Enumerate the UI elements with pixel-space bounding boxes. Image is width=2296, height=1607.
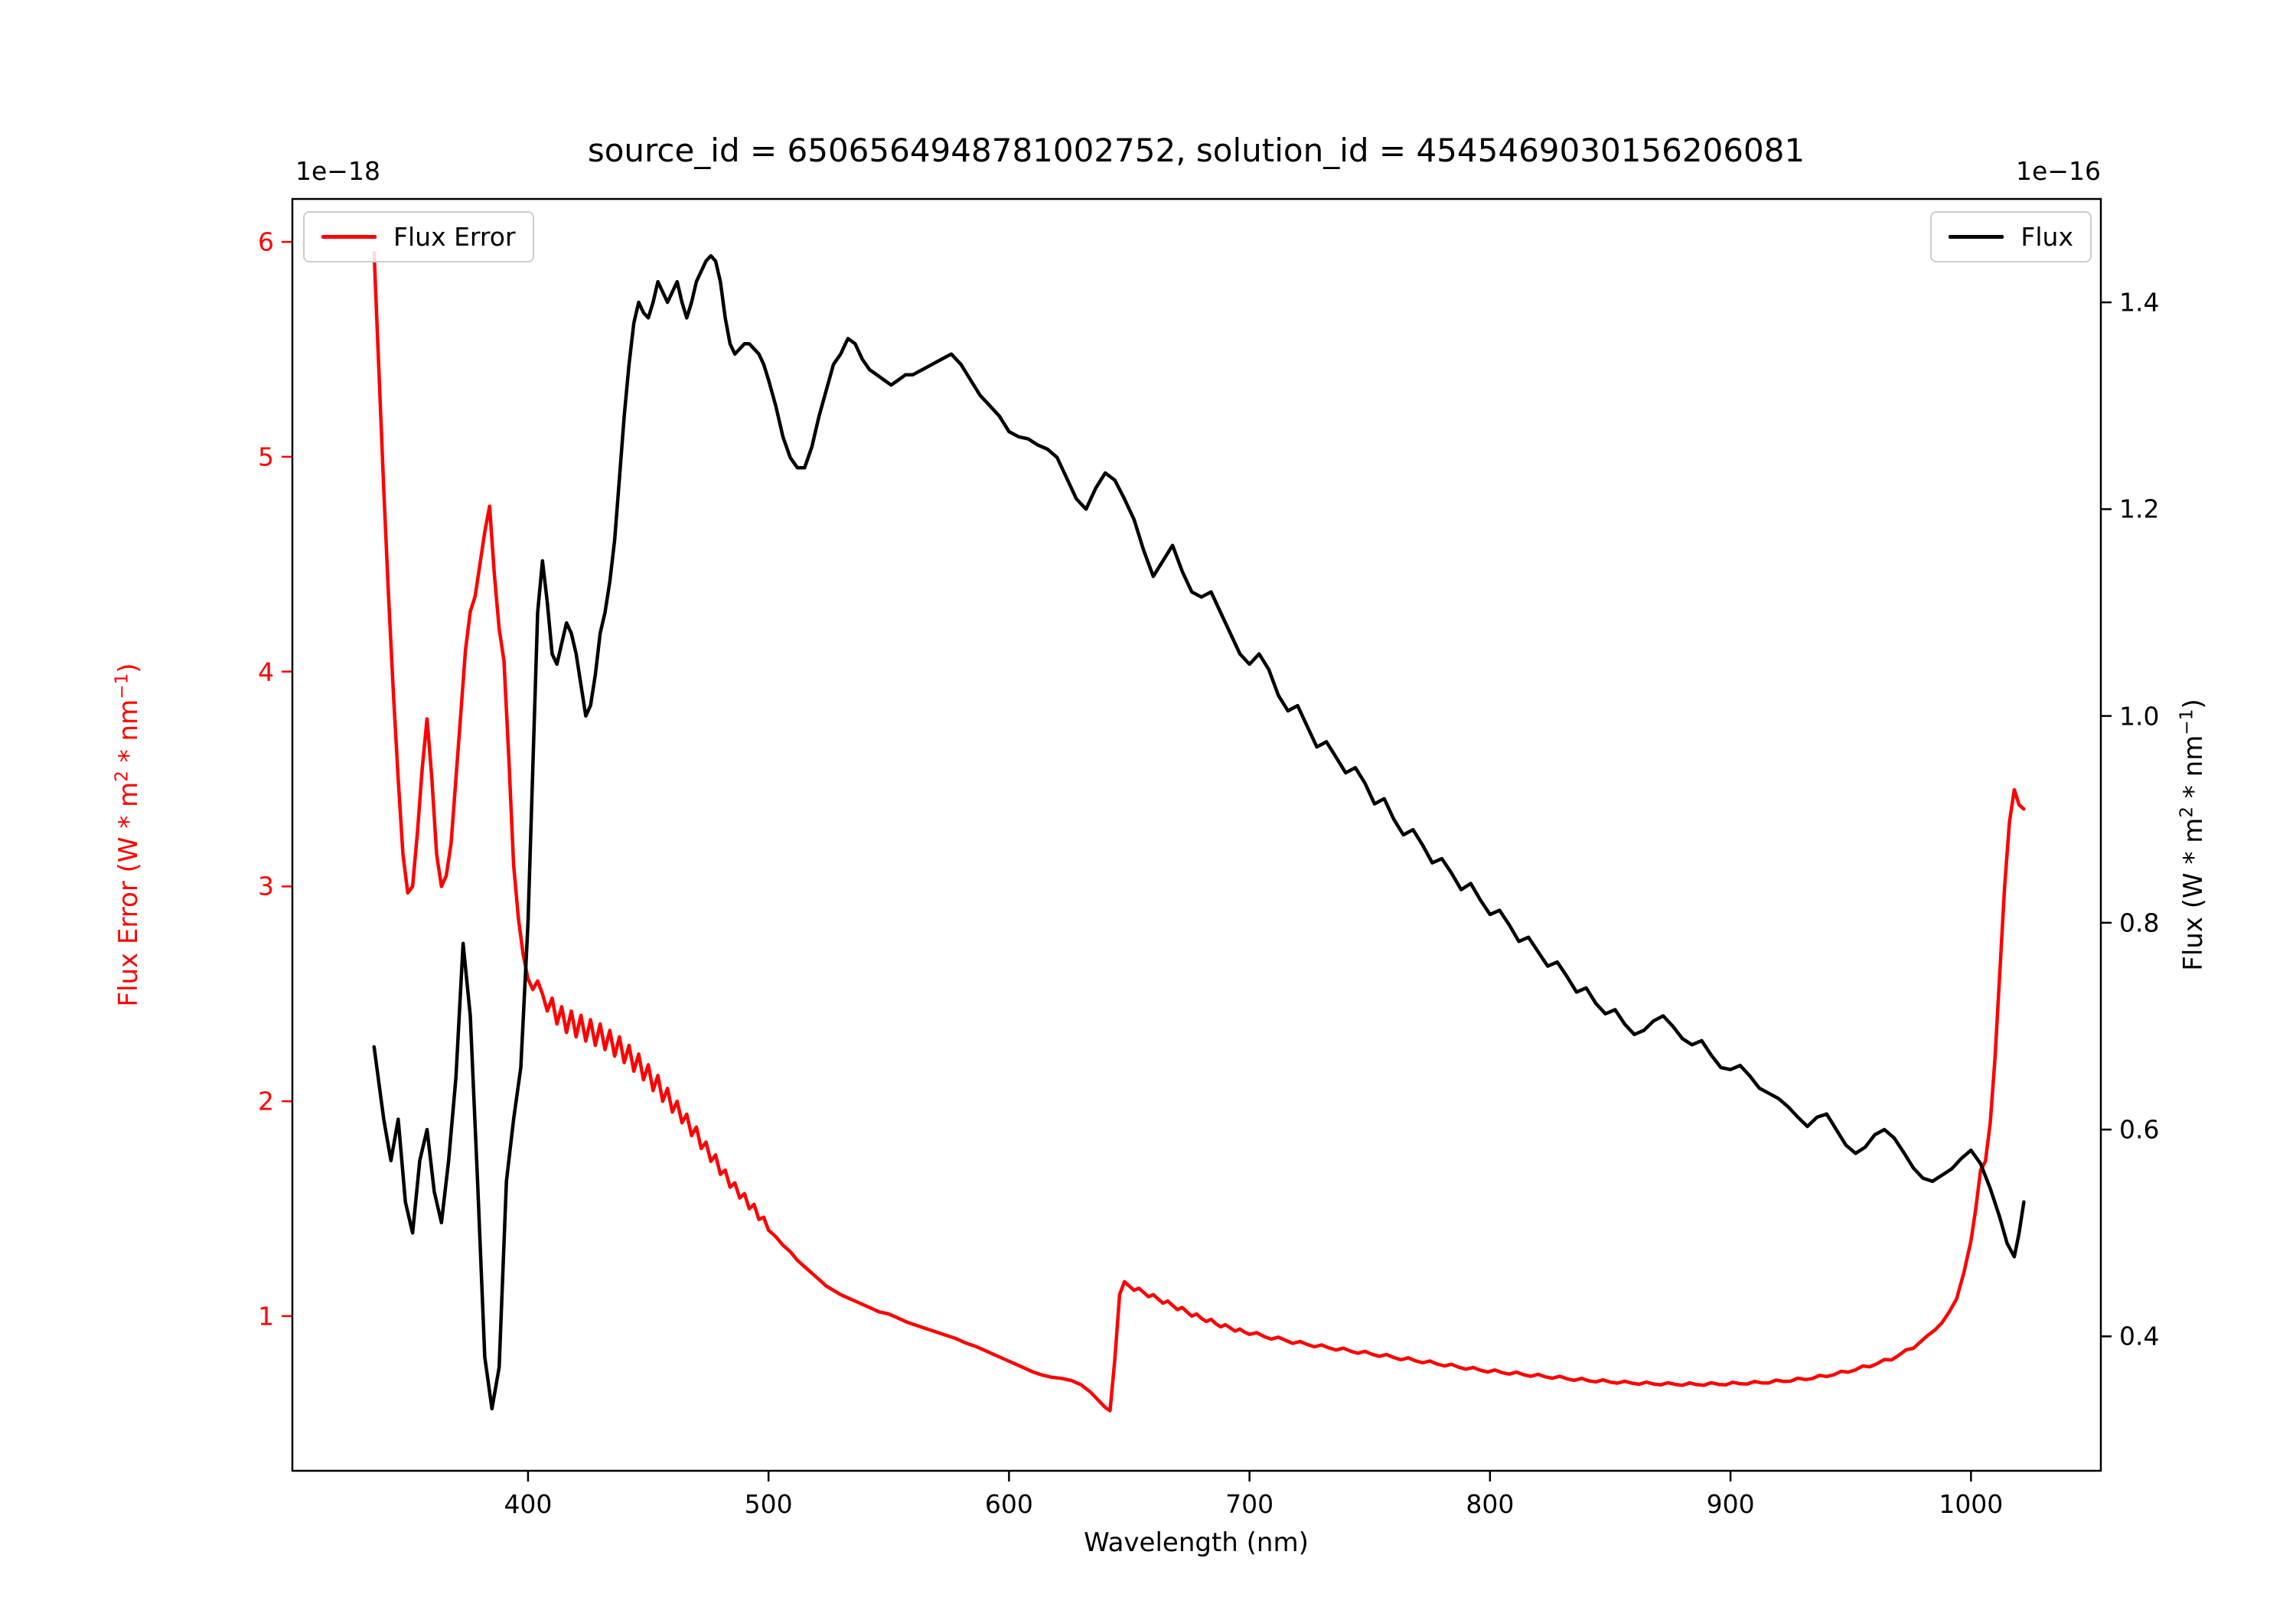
right-axis-label: Flux (W * m2 * nm−1): [2177, 699, 2209, 971]
legend-flux-error: Flux Error: [303, 211, 534, 262]
flux-line: [372, 254, 2026, 1411]
left-y-tick-label: 5: [258, 442, 274, 472]
left-y-tick-label: 6: [258, 227, 274, 257]
right-y-tick-label: 0.8: [2119, 908, 2160, 938]
right-y-tick-label: 1.2: [2119, 494, 2160, 524]
left-y-tick-label: 2: [258, 1086, 274, 1116]
left-axis-label-sup: −1: [112, 673, 132, 699]
legend-flux-label: Flux: [2020, 222, 2073, 252]
right-axis-label-text: * nm: [2178, 735, 2209, 807]
left-axis-label-text: Flux Error (W * m: [113, 781, 144, 1007]
left-axis-label-sup: 2: [112, 771, 132, 782]
chart-title: source_id = 6506564948781002752, solutio…: [587, 132, 1805, 169]
legend-flux-line: [1949, 235, 2004, 239]
axes-spines: [291, 197, 2102, 1472]
right-y-tick-label: 0.4: [2119, 1321, 2160, 1351]
x-tick-label: 900: [1706, 1489, 1755, 1519]
right-y-tick-label: 1.4: [2119, 287, 2160, 318]
legend-flux: Flux: [1930, 211, 2092, 262]
left-y-tick-label: 3: [258, 871, 274, 901]
x-tick-label: 500: [744, 1489, 793, 1519]
x-tick-label: 1000: [1939, 1489, 2004, 1519]
x-tick-label: 800: [1466, 1489, 1515, 1519]
right-axis-label-text: Flux (W * m: [2178, 817, 2209, 971]
x-axis-label: Wavelength (nm): [1084, 1527, 1309, 1558]
legend-flux-error-label: Flux Error: [393, 222, 516, 252]
right-axis-label-text: ): [2178, 699, 2209, 709]
left-y-tick-label: 4: [258, 657, 274, 687]
tick-marks: [282, 240, 2112, 1482]
right-axis-label-sup: 2: [2177, 806, 2197, 818]
right-axis-label-sup: −1: [2177, 709, 2197, 735]
left-axis-label-text: ): [113, 663, 144, 673]
left-axis-offset-text: 1e−18: [295, 156, 380, 186]
left-y-tick-label: 1: [258, 1301, 274, 1332]
x-tick-label: 700: [1225, 1489, 1274, 1519]
right-axis-offset-text: 1e−16: [2016, 156, 2101, 186]
left-axis-label-text: * nm: [113, 699, 144, 771]
x-tick-label: 400: [504, 1489, 553, 1519]
legend-flux-error-line: [321, 235, 377, 239]
left-axis-label: Flux Error (W * m2 * nm−1): [113, 663, 144, 1006]
x-tick-label: 600: [984, 1489, 1033, 1519]
flux-error-line: [372, 250, 2026, 1413]
right-y-tick-label: 0.6: [2119, 1114, 2160, 1145]
right-y-tick-label: 1.0: [2119, 701, 2160, 732]
